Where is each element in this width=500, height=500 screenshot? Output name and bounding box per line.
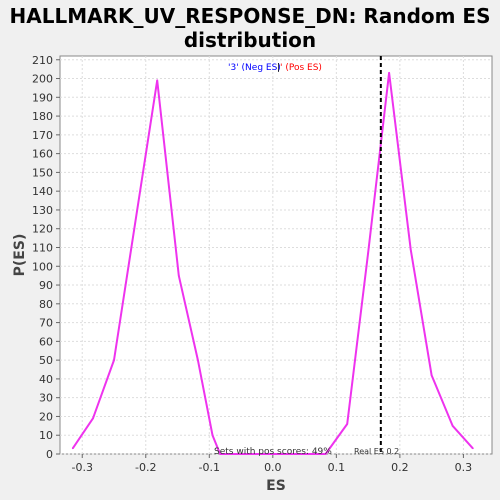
- axes: 0 10 20 30 40 50 60 70 80 90 100 110 120 130 140 150 160…: [32, 54, 472, 474]
- y-tick-label: 180: [32, 110, 53, 123]
- y-tick-label: 210: [32, 54, 53, 67]
- y-tick-label: 170: [32, 129, 53, 142]
- x-tick-label: -0.2: [135, 461, 156, 474]
- x-tick-label: 0.1: [328, 461, 346, 474]
- data-point: [92, 417, 94, 420]
- x-tick-label: -0.1: [199, 461, 220, 474]
- y-tick-label: 140: [32, 185, 53, 198]
- plot-area: [59, 55, 493, 455]
- y-tick-label: 20: [39, 410, 53, 423]
- data-point: [156, 79, 158, 82]
- real-es-annotation: Real ES 0.2: [354, 447, 399, 456]
- x-tick-label: 0.0: [264, 461, 282, 474]
- x-axis-label: ES: [266, 478, 286, 494]
- data-point: [472, 447, 474, 450]
- data-point: [430, 374, 433, 376]
- legend-neg-label: '3' (Neg ES): [228, 63, 281, 73]
- y-tick-label: 70: [39, 317, 53, 330]
- y-tick-label: 90: [39, 279, 53, 292]
- y-tick-label: 200: [32, 73, 53, 86]
- data-point: [178, 274, 180, 277]
- y-tick-label: 110: [32, 241, 53, 254]
- chart-title-line-2: distribution: [183, 28, 317, 52]
- series-line: [71, 71, 474, 455]
- data-point: [409, 248, 412, 251]
- series-layer: [71, 71, 474, 455]
- y-tick-label: 50: [39, 354, 53, 367]
- data-point: [367, 252, 369, 254]
- y-tick-label: 100: [32, 260, 53, 273]
- x-tick-label: 0.3: [455, 461, 473, 474]
- x-tick-label: -0.3: [72, 461, 93, 474]
- x-tick-label: 0.2: [391, 461, 409, 474]
- y-tick-label: 160: [32, 148, 53, 161]
- legend-pos-label: ' (Pos ES): [280, 63, 322, 73]
- y-tick-label: 130: [32, 204, 53, 217]
- y-tick-label: 10: [39, 429, 53, 442]
- data-point: [346, 423, 348, 425]
- data-point: [388, 72, 390, 74]
- y-tick-label: 190: [32, 91, 53, 104]
- legend-separator: |: [277, 63, 280, 73]
- data-point: [211, 434, 214, 437]
- y-tick-label: 60: [39, 335, 53, 348]
- data-point: [219, 453, 221, 455]
- y-tick-label: 0: [46, 448, 53, 461]
- data-point: [71, 447, 74, 450]
- grid: [60, 56, 492, 455]
- y-tick-label: 40: [39, 373, 53, 386]
- chart-title-line-1: HALLMARK_UV_RESPONSE_DN: Random ES: [9, 4, 491, 28]
- y-tick-label: 80: [39, 298, 53, 311]
- pos-scores-annotation: Sets with pos scores: 49%: [214, 447, 332, 457]
- y-axis-label: P(ES): [12, 234, 28, 277]
- y-tick-label: 150: [32, 166, 53, 179]
- y-tick-label: 30: [39, 392, 53, 405]
- data-point: [113, 359, 115, 361]
- data-point: [197, 359, 199, 361]
- data-point: [451, 425, 454, 427]
- y-tick-label: 120: [32, 223, 53, 236]
- data-point: [324, 453, 327, 455]
